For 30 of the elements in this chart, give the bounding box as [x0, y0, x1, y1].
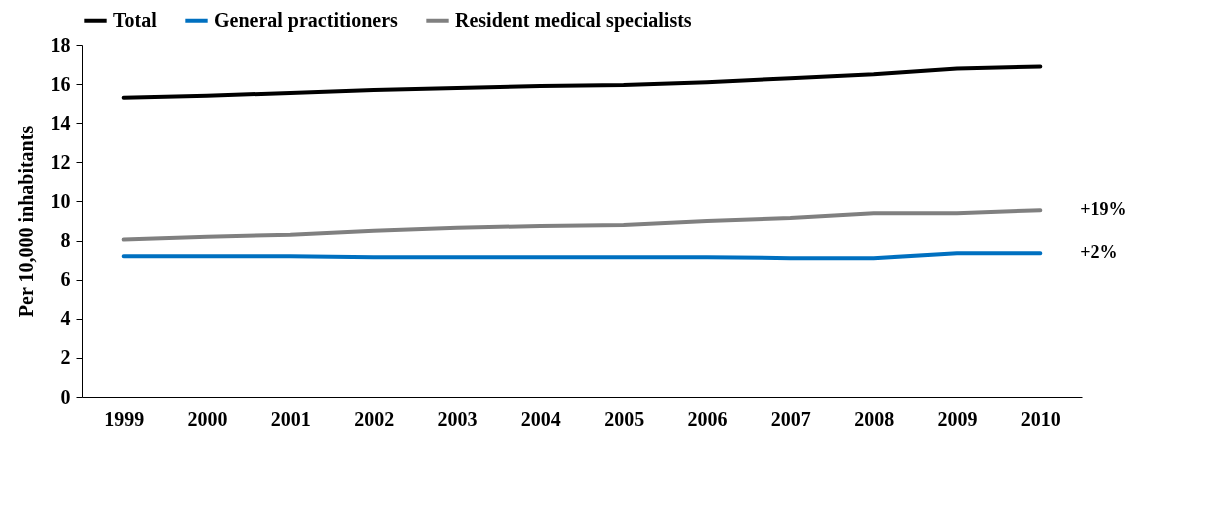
y-axis-title: Per 10,000 inhabitants [14, 125, 37, 318]
x-tick-label: 2005 [604, 407, 645, 430]
y-tick-label: 0 [60, 385, 71, 408]
x-tick-label: 2008 [854, 407, 895, 430]
y-tick-label: 2 [60, 346, 71, 369]
y-tick-label: 10 [50, 189, 71, 212]
y-tick-label: 12 [50, 150, 71, 173]
y-tick-label: 16 [50, 72, 71, 95]
y-tick-label: 6 [60, 268, 71, 291]
y-tick-label: 18 [50, 33, 71, 56]
legend-label: Resident medical specialists [455, 8, 692, 32]
y-tick-label: 8 [60, 229, 71, 252]
annotation: +2% [1080, 242, 1118, 263]
x-tick-label: 2009 [937, 407, 978, 430]
line-series [121, 64, 1043, 100]
x-tick-label: 2010 [1020, 407, 1061, 430]
legend-label: Total [113, 8, 158, 31]
x-tick-label: 2004 [520, 407, 561, 430]
x-tick-label: 2003 [437, 407, 478, 430]
legend-label: General practitioners [214, 8, 399, 32]
x-tick-label: 2006 [687, 407, 728, 430]
y-tick-label: 4 [60, 307, 71, 330]
x-tick-label: 2001 [270, 407, 311, 430]
annotation: +19% [1080, 199, 1127, 220]
x-tick-label: 2007 [770, 407, 811, 430]
x-tick-label: 2000 [187, 407, 228, 430]
line-series [121, 208, 1043, 242]
x-tick-label: 1999 [104, 407, 145, 430]
y-tick-label: 14 [50, 111, 71, 134]
x-tick-label: 2002 [354, 407, 395, 430]
